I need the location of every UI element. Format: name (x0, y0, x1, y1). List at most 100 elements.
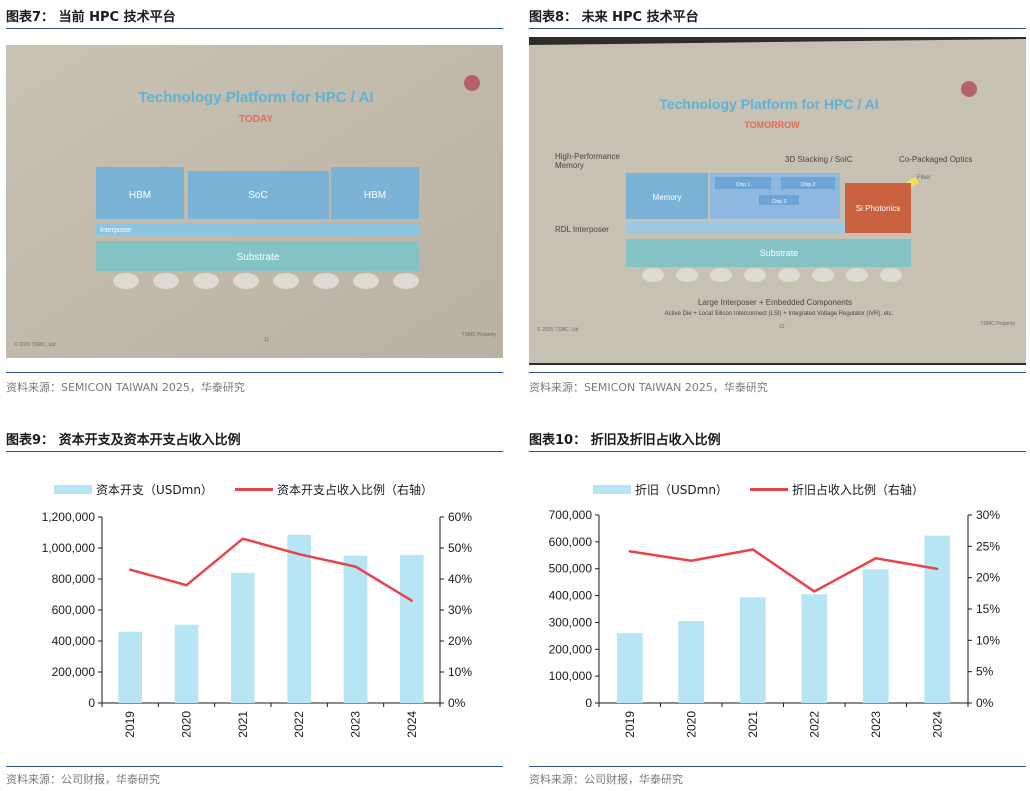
y2-tick-label: 10% (976, 633, 1000, 647)
bar-2023 (862, 569, 889, 703)
large-interposer-label: Large Interposer + Embedded Components (698, 298, 852, 307)
ratio-line (629, 548, 938, 593)
y-tick-label: 200,000 (52, 665, 96, 679)
y2-tick-label: 50% (448, 541, 472, 555)
figure-source: 资料来源：SEMICON TAIWAN 2025，华泰研究 (6, 381, 245, 394)
slide-property: TSMC Property (462, 332, 497, 338)
ratio-point-2020 (690, 559, 693, 562)
source-rule (529, 372, 1026, 373)
bar-2019 (118, 631, 142, 703)
memory-label: Memory (653, 193, 682, 202)
x-tick-label: 2024 (930, 711, 944, 738)
chart-legend: 折旧（USDmn） 折旧占收入比例（右轴） (593, 481, 924, 498)
y-tick-label: 500,000 (549, 562, 593, 576)
active-die-label: Active Die + Local Silicon Interconnect … (665, 311, 894, 317)
figure-source: 资料来源：SEMICON TAIWAN 2025，华泰研究 (529, 381, 768, 394)
solder-balls (642, 268, 902, 282)
y2-tick-label: 20% (448, 634, 472, 648)
y-tick-label: 0 (585, 696, 592, 710)
figure-source: 资料来源：公司财报，华泰研究 (6, 773, 160, 786)
y2-tick-label: 60% (448, 510, 472, 524)
source-rule (6, 372, 503, 373)
ratio-point-2020 (185, 584, 188, 587)
chip-3 (759, 195, 799, 205)
title-rule (6, 451, 503, 452)
y-tick-label: 400,000 (549, 589, 593, 603)
ratio-point-2023 (354, 565, 357, 568)
ratio-point-2022 (813, 590, 816, 593)
legend-line-label: 资本开支占收入比例（右轴） (276, 483, 433, 497)
y-tick-label: 100,000 (549, 669, 593, 683)
bar-2021 (739, 597, 766, 703)
capex-chart: 0 200,000 400,000 600,000 800,000 1,000,000 1,… (6, 504, 503, 766)
ratio-point-2024 (936, 567, 939, 571)
y-tick-label: 300,000 (549, 615, 593, 629)
figure-title: 图表10： 折旧及折旧占收入比例 (529, 433, 721, 448)
chip-1 (715, 177, 771, 189)
legend-line-label: 折旧占收入比例（右轴） (791, 483, 924, 497)
figure-source: 资料来源：公司财报，华泰研究 (529, 773, 683, 786)
bar-2022 (287, 534, 311, 703)
legend-bar-swatch (593, 485, 631, 494)
solder-balls (113, 273, 419, 289)
fiber-label: Fiber (917, 175, 931, 181)
y-tick-label: 400,000 (52, 634, 96, 648)
chart-legend: 资本开支（USDmn） 资本开支占收入比例（右轴） (54, 481, 433, 498)
figure-title: 图表9： 资本开支及资本开支占收入比例 (6, 433, 241, 448)
slide-page-number: 11 (264, 337, 269, 343)
y2-tick-label: 15% (976, 602, 1000, 616)
soc-label: SoC (248, 190, 267, 201)
slide-subheading: TODAY (239, 114, 273, 125)
interposer-layer (96, 223, 419, 235)
stacking-label: 3D Stacking / SoIC (785, 155, 853, 164)
ratio-point-2023 (874, 557, 877, 560)
title-rule (529, 451, 1026, 452)
y2-tick-label: 0% (976, 696, 994, 710)
substrate-label: Substrate (760, 248, 799, 258)
cpo-label: Co-Packaged Optics (899, 155, 972, 164)
bar-2023 (343, 555, 368, 703)
slide-copyright: © 2025 TSMC, Ltd (537, 326, 579, 333)
slide-page-number: 12 (779, 324, 785, 330)
y2-tick-label: 25% (976, 539, 1000, 553)
x-tick-label: 2021 (236, 711, 250, 738)
y2-tick-label: 10% (448, 665, 472, 679)
chip-2-label: Chip 2 (801, 182, 816, 188)
source-rule (529, 766, 1026, 767)
legend-bar-label: 折旧（USDmn） (635, 483, 728, 497)
source-rule (6, 766, 503, 767)
figure-title: 图表7： 当前 HPC 技术平台 (6, 10, 176, 25)
x-tick-label: 2024 (405, 711, 419, 738)
x-tick-label: 2023 (869, 711, 883, 738)
depreciation-chart: 0 100,000 200,000 300,000 400,000 500,000 600,… (529, 504, 1026, 766)
slide-photo-today: Technology Platform for HPC / AI TODAY H… (6, 45, 503, 358)
legend-line-swatch (234, 488, 273, 491)
legend-line-swatch (749, 488, 788, 491)
chip-2 (781, 177, 835, 189)
rdl-interposer-layer (626, 221, 845, 233)
y2-tick-label: 0% (448, 696, 466, 710)
x-tick-label: 2020 (684, 711, 698, 738)
interposer-label: Interposer (100, 227, 132, 234)
y-tick-label: 1,200,000 (42, 510, 96, 524)
bar-2022 (801, 594, 828, 703)
hbm-left-label: HBM (129, 190, 151, 201)
slide-heading: Technology Platform for HPC / AI (659, 96, 878, 112)
y-tick-label: 0 (88, 696, 95, 710)
y2-tick-label: 5% (976, 665, 994, 679)
ratio-point-2022 (297, 553, 301, 556)
soc-block (188, 171, 329, 219)
ratio-point-2024 (410, 599, 414, 602)
ratio-line (129, 537, 413, 602)
memory-block (626, 173, 708, 219)
si-photonics-label: Si Photonics (856, 204, 900, 213)
substrate-layer (96, 241, 419, 271)
ratio-point-2021 (751, 548, 754, 551)
slide-copyright: © 2025 TSMC, Ltd (14, 341, 56, 348)
y-tick-label: 700,000 (549, 508, 593, 522)
x-tick-label: 2019 (623, 711, 637, 738)
y-tick-label: 800,000 (52, 572, 96, 586)
tsmc-logo-icon (961, 81, 977, 97)
hbm-left-block (96, 167, 184, 219)
bar-2020 (174, 624, 199, 703)
